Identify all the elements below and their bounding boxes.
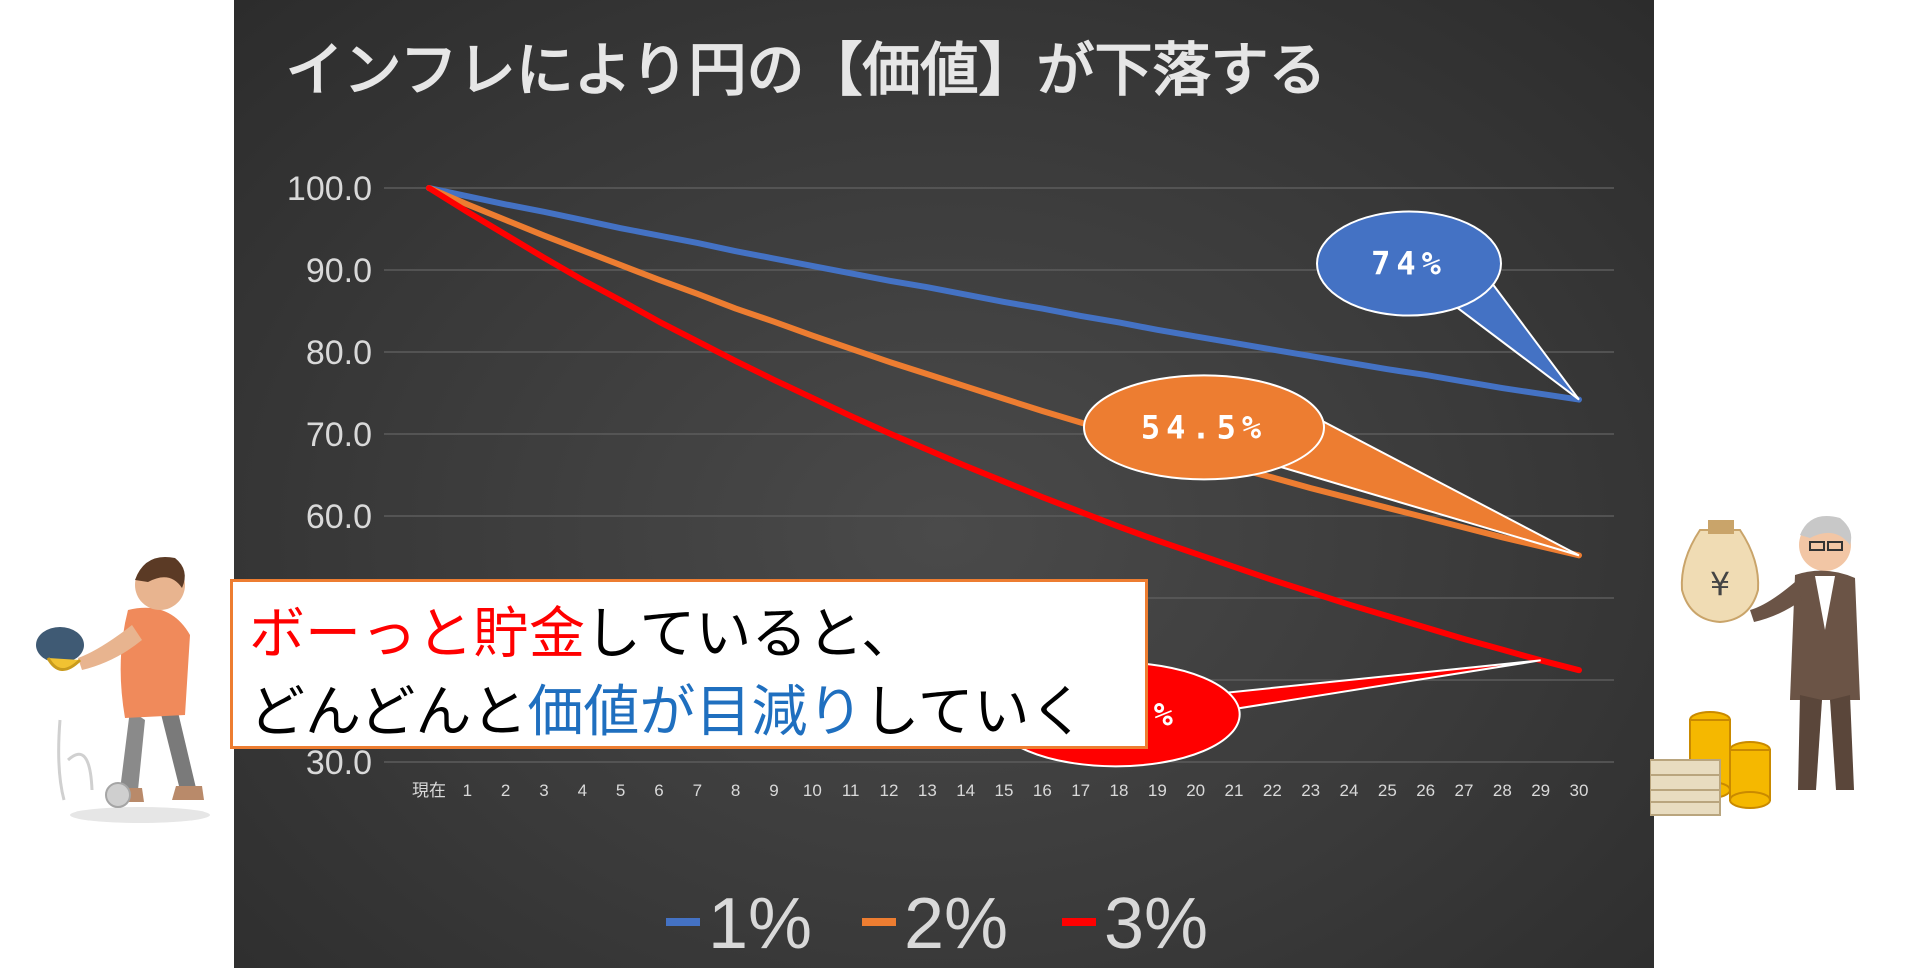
callout-label: 54.5%: [1141, 408, 1267, 446]
series-line-1: [426, 185, 1582, 403]
x-tick-label: 5: [616, 781, 625, 800]
x-tick-label: 23: [1301, 781, 1320, 800]
x-tick-label: 28: [1493, 781, 1512, 800]
message-line-2: どんどんと価値が目減りしていく: [249, 674, 1129, 752]
legend-label: 2%: [904, 884, 1008, 964]
x-tick-label: 30: [1570, 781, 1589, 800]
x-tick-label: 6: [654, 781, 663, 800]
legend-item: 2%: [862, 884, 1008, 964]
legend-label: 3%: [1104, 884, 1208, 964]
message-text: していると、: [585, 602, 918, 667]
y-tick-label: 30.0: [306, 744, 372, 782]
x-tick-label: 13: [918, 781, 937, 800]
x-tick-label: 27: [1455, 781, 1474, 800]
x-tick-label: 4: [578, 781, 587, 800]
callout-label: 74%: [1371, 245, 1447, 283]
x-tick-label: 15: [995, 781, 1014, 800]
message-highlight-red: ボーっと貯金: [249, 602, 585, 667]
callout-ellipse: [1083, 374, 1325, 481]
legend-item: 1%: [666, 884, 812, 964]
message-box: ボーっと貯金していると、 どんどんと価値が目減りしていく: [230, 579, 1148, 749]
callout-ellipse: [1316, 210, 1502, 317]
series-line-2: [426, 185, 1582, 559]
y-tick-label: 80.0: [306, 334, 372, 372]
x-tick-label: 10: [803, 781, 822, 800]
x-tick-label: 22: [1263, 781, 1282, 800]
x-tick-label: 7: [693, 781, 702, 800]
series-line-3: [426, 185, 1582, 674]
x-tick-label: 26: [1416, 781, 1435, 800]
callout-bubble: 54.5%: [1083, 374, 1580, 557]
x-tick-label: 2: [501, 781, 510, 800]
message-line-1: ボーっと貯金していると、: [249, 596, 1129, 674]
x-tick-label: 17: [1071, 781, 1090, 800]
x-tick-label: 9: [769, 781, 778, 800]
x-tick-label: 18: [1110, 781, 1129, 800]
x-tick-label: 20: [1186, 781, 1205, 800]
rich-man-illustration: ¥: [1650, 516, 1860, 816]
x-tick-label: 19: [1148, 781, 1167, 800]
legend-label: 1%: [708, 884, 812, 964]
x-tick-label: 25: [1378, 781, 1397, 800]
x-tick-label: 11: [842, 781, 860, 800]
x-tick-label: 12: [880, 781, 899, 800]
x-tick-label: 16: [1033, 781, 1052, 800]
y-tick-label: 90.0: [306, 252, 372, 290]
legend: 1% 2% 3%: [666, 884, 1208, 964]
x-tick-label: 21: [1225, 781, 1244, 800]
legend-item: 3%: [1062, 884, 1208, 964]
y-tick-label: 70.0: [306, 416, 372, 454]
message-text: どんどんと: [249, 680, 528, 745]
x-tick-label: 現在: [412, 781, 446, 800]
x-tick-label: 24: [1340, 781, 1359, 800]
x-tick-label: 29: [1531, 781, 1550, 800]
message-highlight-blue: 価値が目減り: [527, 680, 864, 745]
message-text: していく: [863, 680, 1086, 745]
svg-text:¥: ¥: [1710, 565, 1730, 603]
series-lines: [426, 185, 1582, 674]
x-tick-label: 8: [731, 781, 740, 800]
poor-man-illustration: [36, 556, 210, 823]
line-chart: インフレにより円の【価値】が下落する 30.040.050.060.070.08…: [285, 36, 1614, 964]
x-tick-label: 1: [463, 781, 472, 800]
chart-panel: インフレにより円の【価値】が下落する 30.040.050.060.070.08…: [234, 0, 1654, 968]
chart-title: インフレにより円の【価値】が下落する: [285, 36, 1326, 104]
x-tick-label: 3: [539, 781, 548, 800]
x-axis-ticks: 現在 1 2 3 4 5 6 7 8 9 10 11 12 13 14 15 16 17 18 19 20 21 22 23 2…: [412, 781, 1588, 800]
y-tick-label: 100.0: [287, 170, 372, 208]
x-tick-label: 14: [956, 781, 975, 800]
callout-bubble: 74%: [1316, 210, 1580, 401]
y-tick-label: 60.0: [306, 498, 372, 536]
